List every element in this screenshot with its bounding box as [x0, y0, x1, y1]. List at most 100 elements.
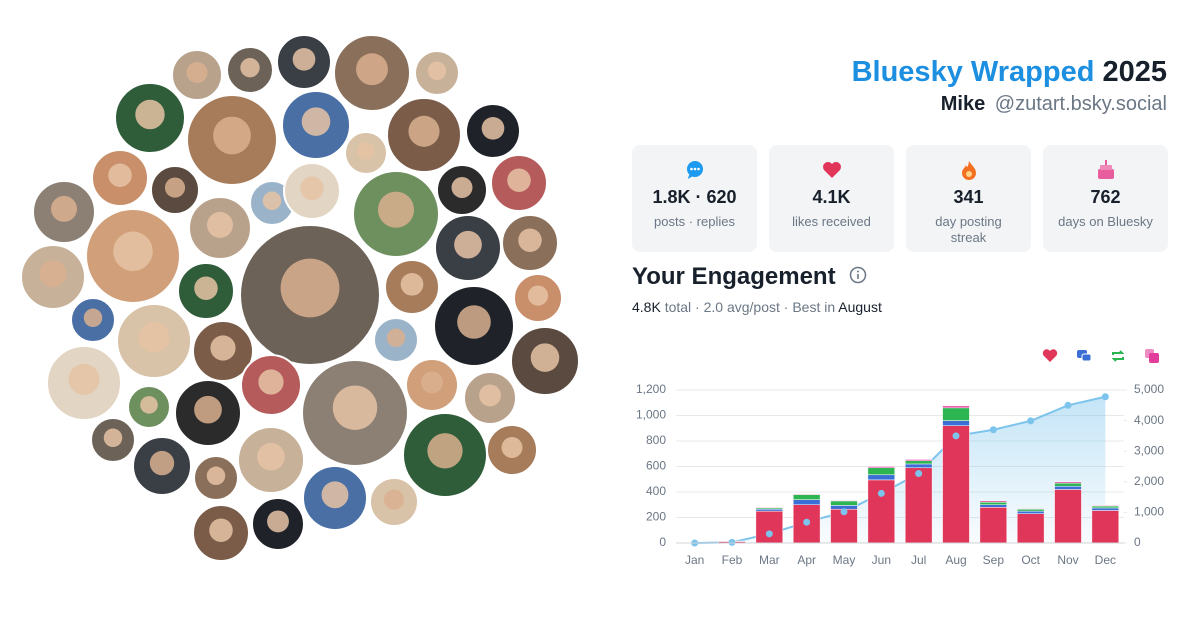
- bar-segment: [830, 500, 858, 502]
- stat-card: 4.1K likes received: [769, 145, 894, 252]
- avatar-face: [39, 260, 67, 288]
- avatar-face: [427, 433, 463, 469]
- avatar-face: [292, 47, 316, 71]
- bar-segment: [942, 407, 970, 421]
- x-tick-label: Mar: [759, 553, 780, 567]
- section-title-text: Your Engagement: [632, 263, 836, 290]
- y-tick-label: 600: [646, 459, 666, 473]
- title: Bluesky Wrapped 2025: [852, 56, 1167, 89]
- user: Mike @zutart.bsky.social: [852, 93, 1167, 116]
- x-tick-label: Apr: [797, 553, 816, 567]
- summary-text: total · 2.0 avg/post · Best in: [664, 299, 836, 315]
- bar-segment: [904, 463, 933, 469]
- stat-label: day posting streak: [935, 214, 1002, 245]
- bar-segment: [830, 500, 858, 506]
- stat-card: 341 day posting streak: [906, 145, 1031, 252]
- bar-segment: [1091, 505, 1120, 509]
- bar-segment: [867, 474, 896, 481]
- line-point: [952, 432, 960, 440]
- avatar-face: [386, 328, 406, 348]
- x-tick-label: Jul: [911, 553, 926, 567]
- bar-segment: [1054, 489, 1082, 544]
- avatar-face: [383, 489, 405, 510]
- line-point: [803, 518, 811, 526]
- avatar-face: [332, 385, 378, 430]
- x-tick-label: Sep: [983, 553, 1005, 567]
- x-tick-label: Oct: [1021, 553, 1040, 567]
- summary-total: 4.8K: [632, 299, 661, 315]
- avatar-face: [140, 396, 158, 414]
- line-point: [765, 530, 773, 538]
- avatar-face: [135, 99, 165, 130]
- line-point: [1101, 393, 1109, 401]
- stat-value: 1.8K · 620: [652, 187, 737, 207]
- avatar-face: [427, 61, 447, 81]
- bar-segment: [1091, 510, 1120, 544]
- bar-segment: [942, 425, 970, 544]
- avatar-face: [321, 481, 349, 509]
- bar-segment: [942, 405, 970, 409]
- bar-segment: [1054, 486, 1082, 490]
- avatar-face: [481, 116, 505, 140]
- avatar-face: [68, 363, 100, 395]
- line-point: [915, 470, 923, 478]
- stat-label: posts · replies: [654, 214, 735, 229]
- y-tick-label: 400: [646, 484, 666, 498]
- legend-icon: [1111, 350, 1125, 362]
- x-tick-label: Jun: [872, 553, 891, 567]
- avatar-face: [527, 285, 549, 306]
- user-handle: @zutart.bsky.social: [994, 93, 1167, 115]
- info-icon[interactable]: [848, 265, 868, 285]
- x-tick-label: Jan: [685, 553, 704, 567]
- bar-segment: [1016, 510, 1045, 514]
- icon: [686, 161, 703, 179]
- header: Bluesky Wrapped 2025 Mike @zutart.bsky.s…: [852, 56, 1167, 116]
- y-tick-label: 1,000: [636, 408, 666, 422]
- avatar-face: [194, 395, 222, 424]
- bar-segment: [1016, 513, 1045, 544]
- avatar-cloud: [20, 34, 580, 562]
- bar-segment: [979, 500, 1008, 503]
- stat-value: 341: [953, 187, 984, 207]
- y2-tick-label: 0: [1134, 535, 1141, 549]
- year: 2025: [1102, 56, 1167, 88]
- avatar-face: [194, 276, 218, 300]
- y2-tick-label: 5,000: [1134, 382, 1164, 396]
- avatar-face: [138, 321, 170, 353]
- bar-segment: [755, 510, 784, 544]
- avatar-face: [454, 230, 482, 259]
- avatar-face: [451, 177, 473, 198]
- section-title: Your Engagement: [632, 263, 868, 291]
- icon: [822, 162, 841, 178]
- avatar-face: [164, 177, 186, 198]
- line-point: [728, 538, 736, 546]
- bar-segment: [979, 507, 1008, 544]
- avatar-face: [457, 305, 491, 339]
- avatar-face: [108, 163, 132, 187]
- line-point: [840, 508, 848, 516]
- avatar-face: [357, 142, 375, 160]
- avatar-face: [280, 258, 340, 318]
- avatar-face: [501, 437, 523, 458]
- brand: Bluesky Wrapped: [851, 56, 1095, 88]
- avatar-face: [186, 62, 208, 83]
- bar-segment: [942, 420, 970, 426]
- avatar-face: [356, 53, 388, 86]
- x-tick-label: Feb: [722, 553, 743, 567]
- summary-best: August: [838, 299, 882, 315]
- x-tick-label: Nov: [1057, 553, 1078, 567]
- stat-label: days on Bluesky: [1058, 214, 1153, 229]
- avatar-face: [301, 107, 331, 136]
- avatar-face: [103, 428, 123, 448]
- y-tick-label: 800: [646, 433, 666, 447]
- bar-segment: [1016, 508, 1045, 512]
- bar-segment: [755, 507, 784, 509]
- bar-segment: [904, 460, 933, 465]
- y-tick-label: 1,200: [636, 382, 666, 396]
- avatar-face: [421, 371, 443, 394]
- avatar-face: [210, 335, 236, 361]
- bar-segment: [792, 499, 821, 505]
- x-tick-label: May: [833, 553, 856, 567]
- avatar-face: [258, 369, 284, 395]
